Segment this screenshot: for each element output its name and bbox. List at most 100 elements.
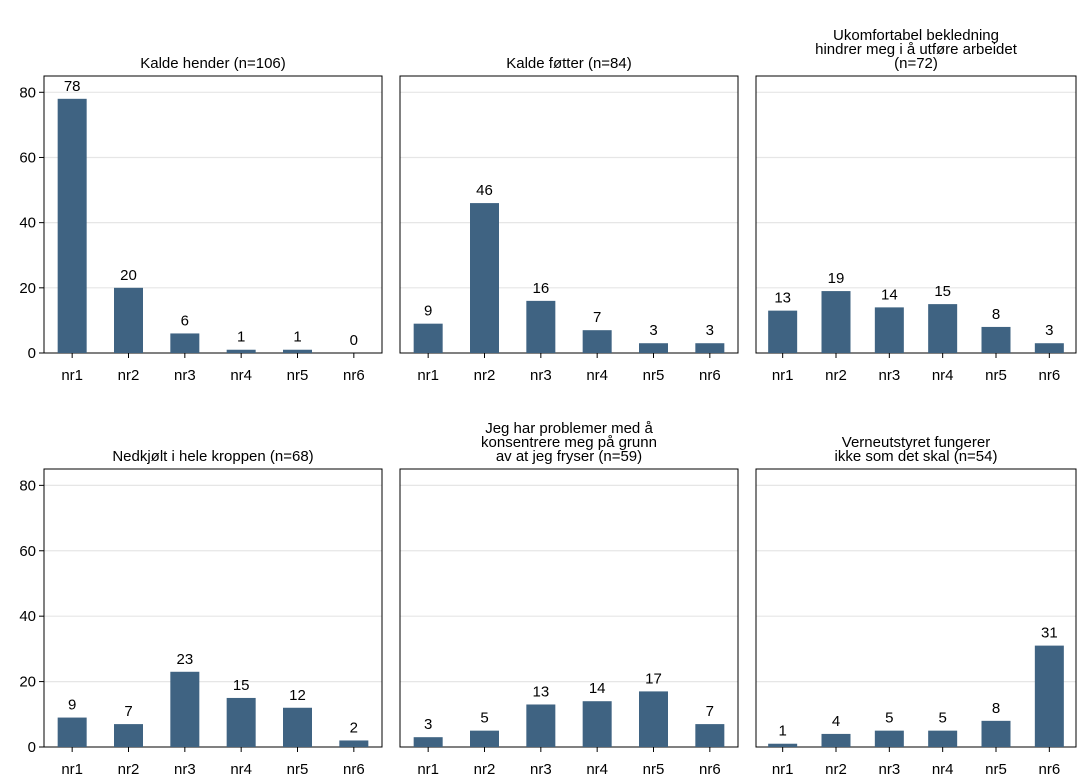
x-tick-label: nr1: [61, 367, 83, 384]
y-tick-label: 60: [19, 543, 36, 560]
data-label: 78: [64, 78, 81, 95]
y-tick-label: 80: [19, 477, 36, 494]
data-label: 15: [233, 677, 250, 694]
x-tick-label: nr4: [230, 761, 252, 776]
bar: [413, 323, 443, 353]
x-tick-label: nr6: [1038, 367, 1060, 384]
data-label: 31: [1041, 625, 1058, 642]
y-tick-label: 40: [19, 608, 36, 625]
x-tick-label: nr4: [932, 367, 954, 384]
bar: [1034, 343, 1064, 353]
bar: [821, 733, 851, 747]
x-tick-label: nr4: [586, 761, 608, 776]
x-tick-label: nr6: [1038, 761, 1060, 776]
data-label: 1: [293, 329, 301, 346]
data-label: 13: [532, 683, 549, 700]
bar: [928, 730, 958, 747]
data-label: 8: [992, 700, 1000, 717]
bar: [582, 701, 612, 747]
x-tick-label: nr6: [343, 367, 365, 384]
bar: [526, 300, 556, 353]
bar: [114, 287, 143, 353]
data-label: 46: [476, 182, 493, 199]
x-tick-label: nr2: [118, 367, 140, 384]
panel-frame: [755, 468, 1077, 748]
x-tick-label: nr4: [230, 367, 252, 384]
bar: [981, 720, 1011, 747]
panel-frame: [399, 468, 739, 748]
x-tick-label: nr1: [417, 761, 439, 776]
bar: [874, 307, 904, 353]
panel-frame: [43, 468, 383, 748]
panel-frame: [399, 75, 739, 354]
y-tick-label: 20: [19, 674, 36, 691]
data-label: 0: [350, 332, 358, 349]
bar: [639, 691, 668, 747]
data-label: 15: [934, 283, 951, 300]
data-label: 3: [424, 716, 432, 733]
x-tick-label: nr2: [474, 761, 496, 776]
bar: [874, 730, 904, 747]
x-tick-label: nr5: [643, 367, 665, 384]
x-tick-label: nr1: [772, 761, 794, 776]
panel-title: Jeg har problemer med å: [485, 420, 653, 437]
data-label: 9: [424, 303, 432, 320]
x-tick-label: nr3: [174, 367, 196, 384]
y-tick-label: 80: [19, 84, 36, 101]
bar: [695, 343, 725, 353]
data-label: 5: [885, 710, 893, 727]
x-tick-label: nr3: [530, 761, 552, 776]
x-tick-label: nr3: [878, 761, 900, 776]
bar: [582, 330, 612, 353]
data-label: 1: [237, 329, 245, 346]
data-label: 14: [589, 680, 606, 697]
bar: [57, 717, 87, 747]
x-tick-label: nr3: [174, 761, 196, 776]
bar: [170, 671, 200, 747]
bar: [226, 349, 256, 353]
x-tick-label: nr1: [417, 367, 439, 384]
panel-title: Verneutstyret fungerer: [842, 434, 990, 451]
bar: [470, 730, 499, 747]
panel-title: hindrer meg i å utføre arbeidet: [815, 41, 1018, 58]
x-tick-label: nr6: [343, 761, 365, 776]
x-tick-label: nr3: [530, 367, 552, 384]
bar: [639, 343, 668, 353]
data-label: 23: [176, 651, 193, 668]
y-tick-label: 40: [19, 215, 36, 232]
y-tick-label: 0: [28, 345, 36, 362]
x-tick-label: nr3: [878, 367, 900, 384]
panel-frame: [43, 75, 383, 354]
bar: [413, 737, 443, 747]
bar: [821, 291, 851, 353]
data-label: 20: [120, 267, 137, 284]
panel-title: Kalde hender (n=106): [140, 55, 286, 72]
bar: [170, 333, 200, 353]
data-label: 7: [706, 703, 714, 720]
data-label: 1: [778, 723, 786, 740]
panel-title: Ukomfortabel bekledning: [833, 27, 999, 44]
panel-frame: [755, 75, 1077, 354]
data-label: 3: [1045, 322, 1053, 339]
x-tick-label: nr2: [825, 761, 847, 776]
data-label: 5: [938, 710, 946, 727]
bar: [928, 304, 958, 353]
data-label: 17: [645, 670, 662, 687]
x-tick-label: nr4: [932, 761, 954, 776]
data-label: 2: [350, 719, 358, 736]
bar: [114, 724, 143, 747]
x-tick-label: nr4: [586, 367, 608, 384]
bar: [526, 704, 556, 747]
bar: [226, 697, 256, 747]
bar: [57, 98, 87, 353]
x-tick-label: nr5: [287, 761, 309, 776]
x-tick-label: nr5: [985, 367, 1007, 384]
bar: [339, 740, 369, 747]
x-tick-label: nr6: [699, 761, 721, 776]
data-label: 19: [828, 270, 845, 287]
panel-title: ikke som det skal (n=54): [835, 448, 998, 465]
x-tick-label: nr2: [474, 367, 496, 384]
bar: [981, 326, 1011, 353]
x-tick-label: nr2: [825, 367, 847, 384]
